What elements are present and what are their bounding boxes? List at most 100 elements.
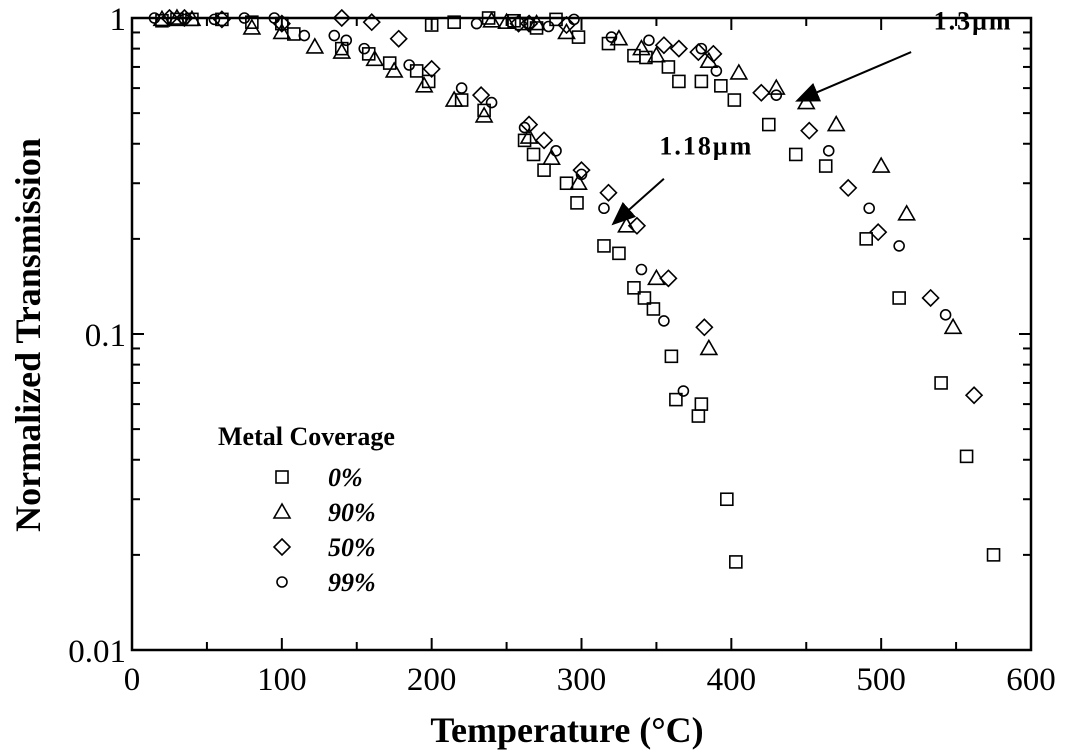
x-tick-label: 600: [1006, 662, 1056, 698]
data-point-square: [549, 12, 563, 27]
data-point-square: [986, 548, 1001, 562]
legend-marker-diamond: [272, 537, 292, 557]
data-point-circle: [598, 202, 610, 215]
data-point-triangle: [497, 12, 516, 29]
data-point-triangle: [699, 51, 719, 68]
data-point-square: [691, 409, 706, 423]
data-point-circle: [358, 42, 371, 55]
data-point-triangle: [444, 90, 464, 107]
data-point-triangle: [557, 22, 576, 40]
plot-frame: [130, 16, 1033, 652]
data-point-square: [761, 117, 776, 132]
data-point-triangle: [826, 114, 846, 132]
annotation-arrow: [611, 177, 665, 226]
data-point-square: [409, 64, 424, 78]
data-point-square: [934, 376, 948, 390]
annotation-label: 1.18μm: [659, 131, 753, 160]
legend-label: 0%: [328, 463, 363, 492]
data-point-triangle: [527, 13, 546, 31]
legend-marker-square: [275, 470, 289, 484]
data-point-circle: [148, 12, 161, 24]
data-point-square: [447, 15, 461, 29]
y-tick-label: 0.01: [68, 634, 126, 670]
data-point-diamond: [362, 13, 381, 32]
data-point-square: [215, 12, 229, 27]
data-point-diamond: [752, 83, 771, 102]
data-point-circle: [470, 17, 483, 30]
data-point-circle: [658, 315, 670, 327]
data-point-circle: [710, 65, 723, 77]
data-point-diamond: [332, 8, 351, 28]
data-point-triangle: [647, 46, 666, 63]
data-point-triangle: [519, 127, 539, 144]
data-point-diamond: [422, 59, 441, 79]
data-point-square: [639, 50, 653, 65]
data-point-circle: [643, 34, 655, 47]
x-tick-label: 200: [407, 662, 457, 698]
data-point-triangle: [609, 29, 629, 46]
x-tick-label: 500: [856, 662, 906, 698]
data-point-diamond: [572, 161, 591, 180]
legend-label: 99%: [328, 568, 376, 597]
data-point-square: [729, 555, 743, 569]
data-point-square: [627, 281, 641, 295]
data-point-diamond: [471, 86, 491, 105]
data-point-triangle: [332, 42, 352, 59]
data-point-circle: [403, 59, 415, 71]
data-point-triangle: [365, 49, 385, 67]
data-point-triangle: [384, 61, 404, 78]
data-point-triangle: [943, 317, 963, 335]
data-point-triangle: [474, 106, 494, 123]
data-point-square: [517, 133, 532, 148]
y-axis-title: Normalized Transmission: [8, 138, 48, 532]
data-point-circle: [178, 13, 191, 26]
x-tick-label: 100: [257, 662, 307, 698]
series-diamond: [160, 8, 984, 405]
x-tick-label: 400: [707, 662, 757, 698]
data-point-circle: [893, 240, 905, 252]
data-point-square: [382, 56, 397, 70]
data-point-square: [788, 147, 803, 162]
data-point-triangle: [305, 37, 325, 54]
data-point-circle: [268, 12, 281, 24]
data-point-circle: [568, 13, 580, 26]
data-point-diamond: [534, 131, 554, 150]
data-point-circle: [575, 168, 588, 181]
annotation-arrow: [795, 51, 912, 102]
data-point-diamond: [659, 269, 678, 288]
data-point-circle: [635, 263, 648, 276]
data-point-square: [959, 449, 974, 464]
data-point-circle: [605, 31, 618, 43]
legend-marker-triangle: [272, 502, 292, 519]
data-point-diamond: [557, 15, 576, 35]
data-point-diamond: [839, 178, 858, 198]
data-point-square: [627, 48, 641, 63]
legend-title: Metal Coverage: [218, 422, 395, 451]
y-tick-label: 0.1: [85, 318, 126, 354]
data-point-triangle: [729, 63, 749, 80]
data-point-triangle: [414, 76, 434, 93]
data-point-square: [714, 79, 728, 93]
data-point-square: [571, 30, 586, 44]
series-square: [155, 11, 1001, 569]
data-point-diamond: [519, 14, 539, 33]
data-point-square: [669, 392, 683, 407]
data-point-diamond: [160, 8, 179, 28]
data-point-circle: [939, 309, 952, 321]
data-point-circle: [863, 202, 875, 215]
legend-marker-circle: [276, 576, 288, 588]
data-point-circle: [523, 17, 535, 30]
data-point-circle: [208, 13, 221, 26]
data-point-square: [859, 232, 873, 246]
data-point-circle: [770, 89, 783, 101]
data-point-circle: [328, 29, 341, 42]
data-point-square: [661, 60, 676, 74]
data-point-triangle: [272, 22, 292, 40]
data-point-diamond: [869, 223, 888, 242]
data-point-circle: [298, 29, 311, 42]
data-point-triangle: [182, 9, 202, 27]
plot-border: [130, 16, 1033, 652]
data-point-triangle: [569, 173, 588, 191]
data-point-square: [597, 239, 611, 253]
